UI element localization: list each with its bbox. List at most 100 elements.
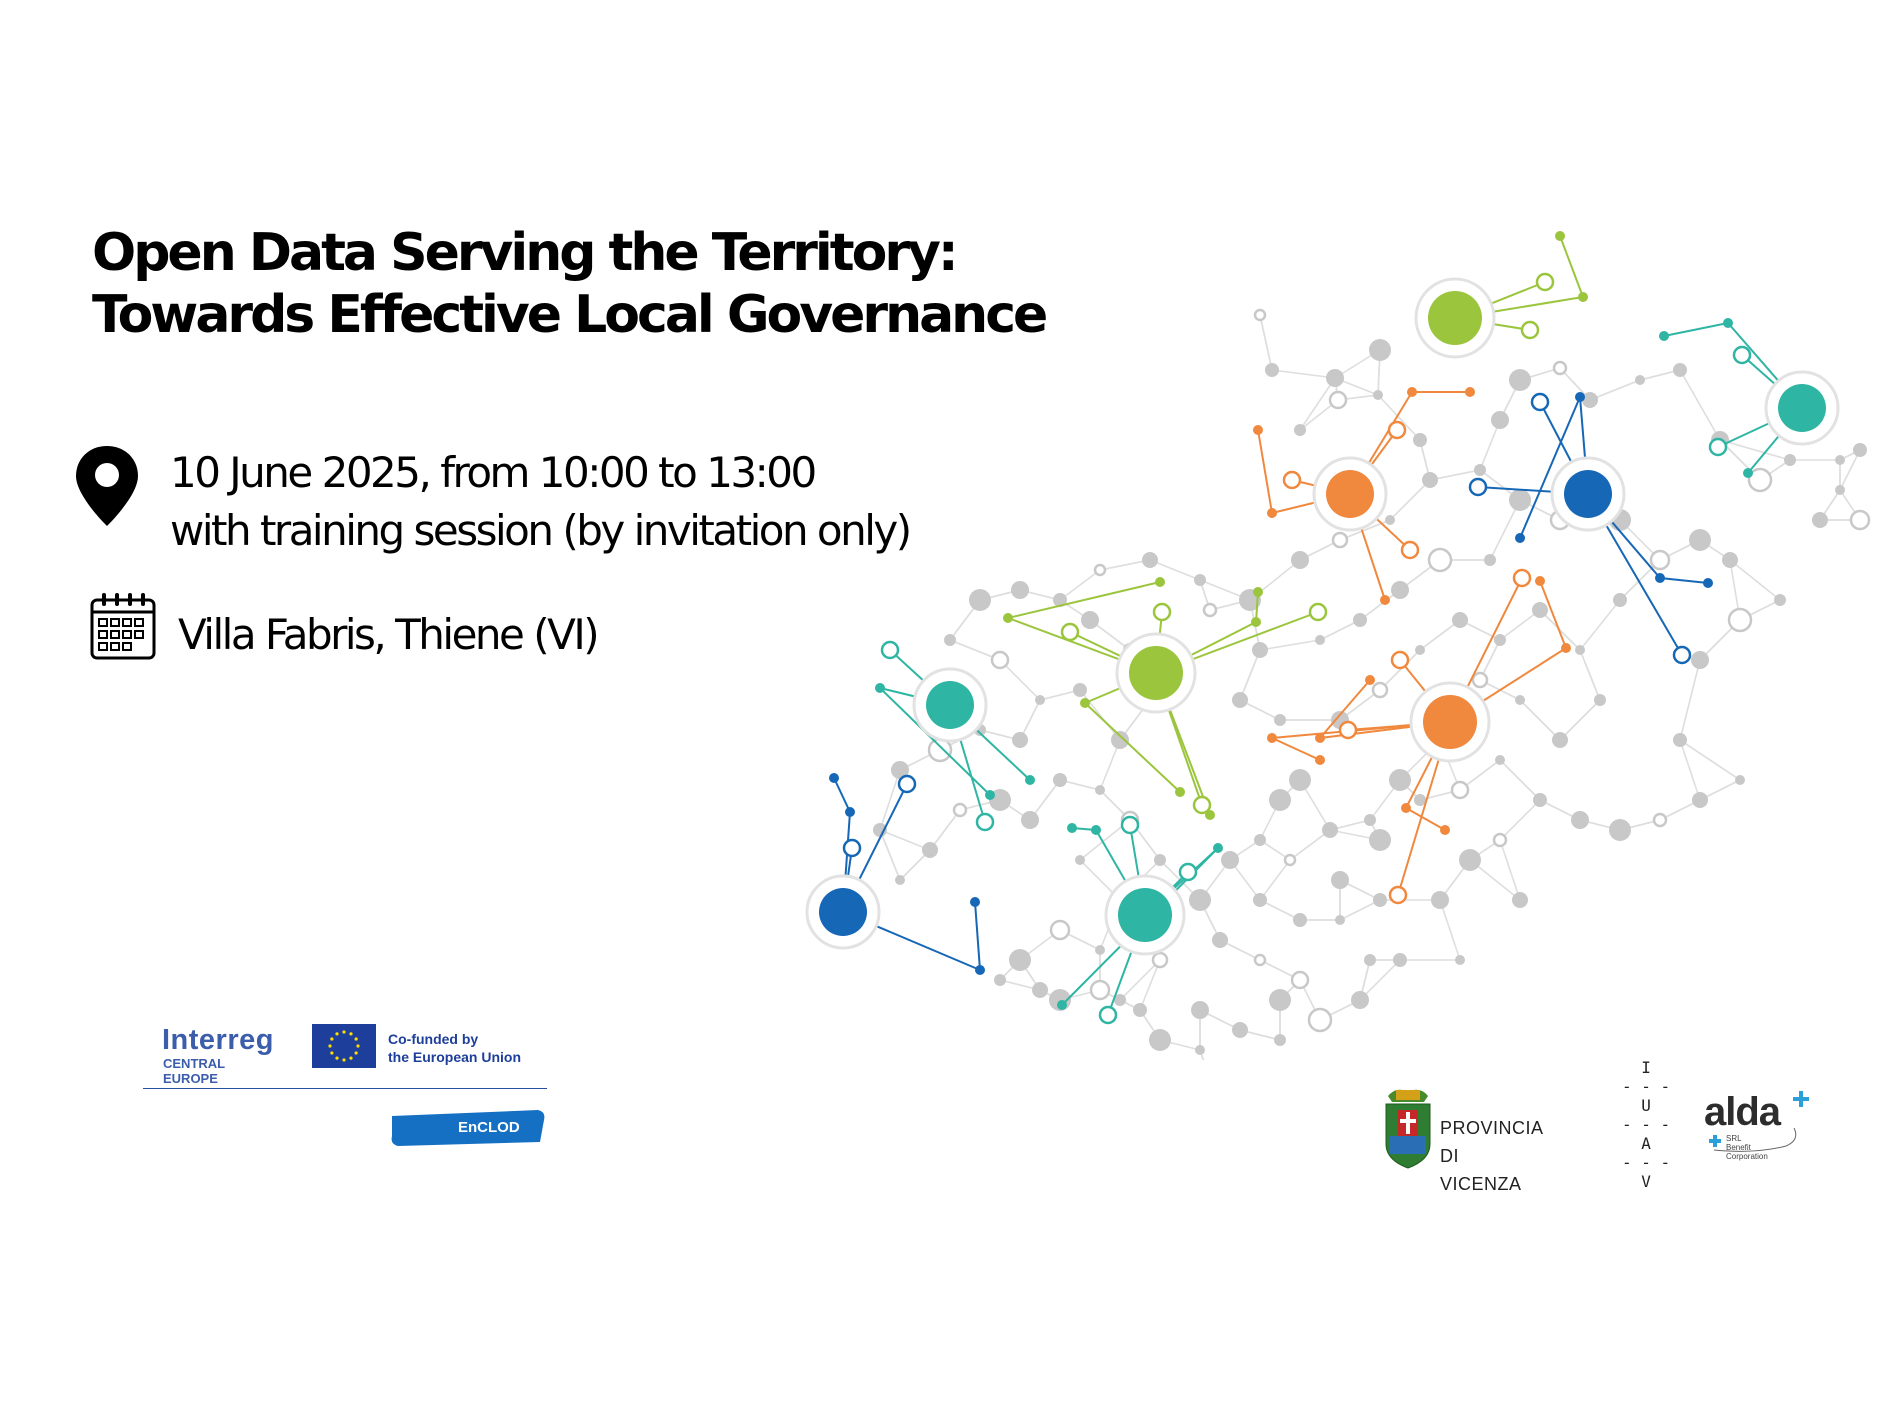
network-edge	[1519, 699, 1561, 741]
network-edge	[1579, 599, 1621, 651]
network-node	[1552, 732, 1568, 748]
network-node	[1192, 795, 1212, 815]
network-node	[1784, 454, 1796, 466]
network-edge	[1299, 377, 1336, 431]
network-node	[1254, 834, 1266, 846]
eu-star	[328, 1044, 332, 1048]
network-node	[1655, 573, 1665, 583]
network-node	[1307, 1007, 1333, 1033]
network-node	[1253, 425, 1263, 435]
network-node	[1391, 581, 1409, 599]
network-node	[1057, 1000, 1067, 1010]
network-edge	[1059, 569, 1101, 601]
network-node	[1365, 675, 1375, 685]
network-edge	[1679, 739, 1701, 801]
network-edge	[1679, 739, 1741, 781]
network-node	[1232, 692, 1248, 708]
network-node	[1308, 602, 1328, 622]
network-node	[1495, 755, 1505, 765]
network-edge	[879, 829, 901, 881]
network-node	[897, 774, 917, 794]
network-node	[1673, 733, 1687, 747]
network-node	[1673, 363, 1687, 377]
network-edge	[1839, 449, 1861, 491]
network-node	[1414, 794, 1426, 806]
enclod-name: EnCLOD	[458, 1119, 520, 1136]
network-edge	[1271, 369, 1336, 379]
network-node	[1520, 320, 1540, 340]
network-edge	[1139, 959, 1161, 1011]
network-node	[969, 589, 991, 611]
provincia-name: PROVINCIA DI VICENZA	[1440, 1114, 1544, 1198]
network-node	[873, 823, 887, 837]
network-edge	[1255, 591, 1259, 623]
network-node	[1512, 568, 1532, 588]
network-edge	[1119, 959, 1161, 1001]
network-node	[895, 875, 905, 885]
alda-subtitle-line-1: SRL Benefit	[1726, 1134, 1751, 1152]
network-node	[1440, 825, 1450, 835]
network-node	[1509, 369, 1531, 391]
network-node	[1012, 732, 1028, 748]
network-node	[926, 681, 974, 729]
event-venue-row: Villa Fabris, Thiene (VI)	[90, 590, 600, 664]
network-node	[1535, 272, 1555, 292]
network-node	[1401, 803, 1411, 813]
network-node	[1692, 792, 1708, 808]
network-node	[1331, 871, 1349, 889]
network-node	[1032, 982, 1048, 998]
network-node	[1387, 420, 1407, 440]
enclod-logo: EnCLOD	[388, 1108, 548, 1148]
network-node	[1315, 733, 1325, 743]
network-node	[1364, 954, 1376, 966]
network-node	[1075, 855, 1085, 865]
network-node	[1095, 785, 1105, 795]
network-node	[1452, 612, 1468, 628]
network-node	[1267, 733, 1277, 743]
network-edge	[1339, 899, 1381, 921]
network-node	[1338, 720, 1358, 740]
network-node	[1774, 594, 1786, 606]
network-node	[1003, 613, 1013, 623]
network-node	[1732, 345, 1752, 365]
network-edge	[1259, 314, 1273, 371]
network-node	[1594, 694, 1606, 706]
network-edge	[1379, 649, 1421, 691]
network-node	[1509, 489, 1531, 511]
network-node	[1011, 581, 1029, 599]
network-node	[1269, 989, 1291, 1011]
network-node	[1722, 552, 1738, 568]
network-node	[1152, 602, 1172, 622]
eu-star	[349, 1032, 353, 1036]
network-node	[1282, 470, 1302, 490]
eu-cofunded-line-1: Co-funded by	[388, 1031, 479, 1047]
network-node	[1369, 829, 1391, 851]
network-node	[1191, 1001, 1209, 1019]
network-node	[1474, 464, 1486, 476]
network-edge	[1499, 609, 1541, 641]
network-node	[1252, 642, 1268, 658]
network-node	[1422, 472, 1438, 488]
network-node	[1195, 1045, 1205, 1055]
eu-star	[342, 1030, 346, 1034]
network-node	[1095, 945, 1105, 955]
network-node	[1053, 773, 1067, 787]
network-node	[1213, 843, 1223, 853]
network-node	[1369, 339, 1391, 361]
alda-subtitle: SRL Benefit Corporation	[1726, 1134, 1768, 1161]
network-node	[1812, 512, 1828, 528]
network-node	[1555, 231, 1565, 241]
network-node	[1080, 698, 1090, 708]
network-node	[875, 683, 885, 693]
network-node	[1515, 695, 1525, 705]
network-node	[1491, 411, 1509, 429]
network-node	[1515, 533, 1525, 543]
network-node	[1659, 331, 1669, 341]
event-venue: Villa Fabris, Thiene (VI)	[178, 610, 600, 659]
network-node	[1326, 369, 1344, 387]
network-edge	[1259, 899, 1301, 921]
event-title-line-2: Towards Effective Local Governance	[92, 285, 1048, 345]
network-node	[1388, 885, 1408, 905]
network-node	[1328, 390, 1348, 410]
event-date-row: 10 June 2025, from 10:00 to 13:00 with t…	[74, 444, 912, 560]
